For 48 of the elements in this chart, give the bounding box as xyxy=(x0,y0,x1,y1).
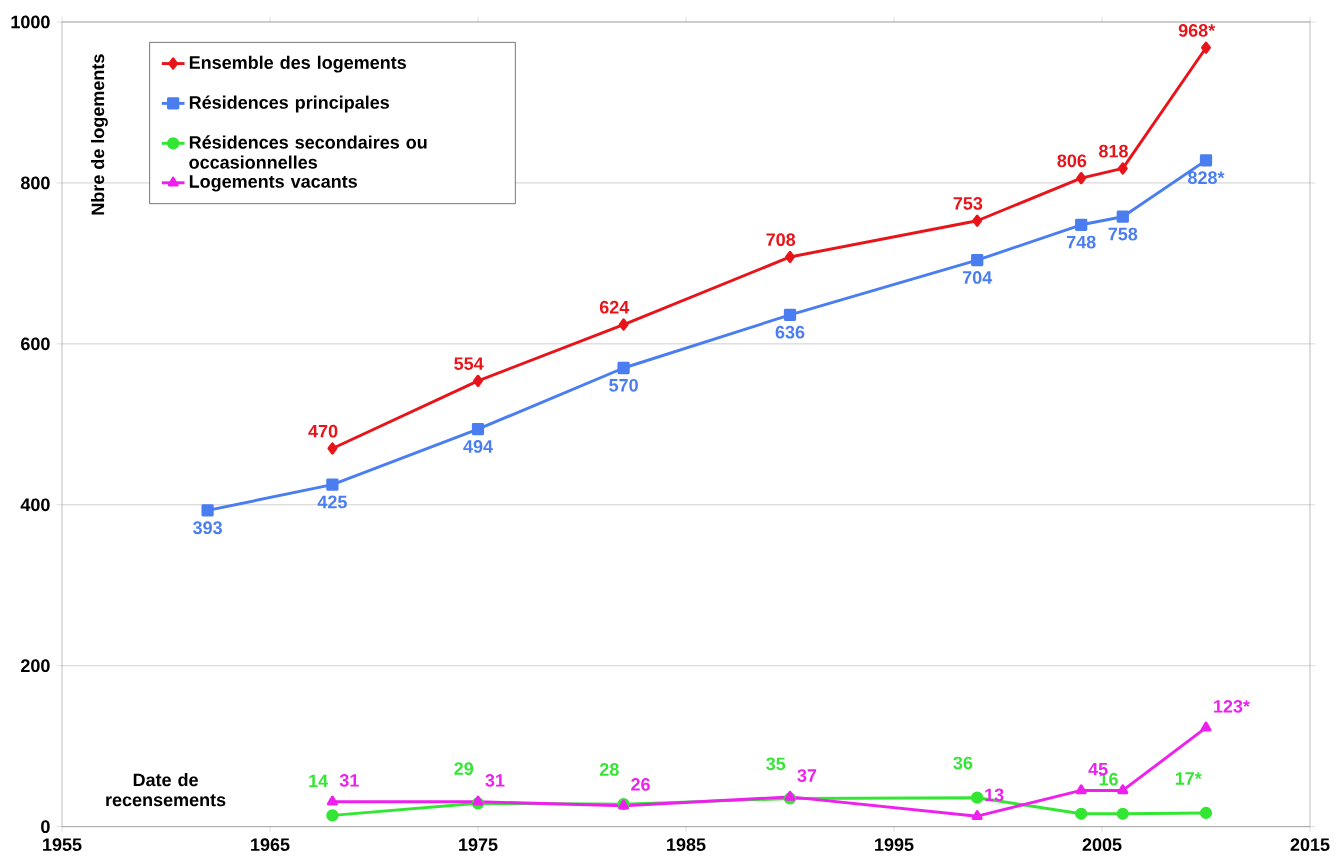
data-label: 806 xyxy=(1057,154,1087,168)
data-label: 704 xyxy=(962,271,993,284)
x-tick-label: 2005 xyxy=(1082,838,1122,851)
data-label: 31 xyxy=(339,774,359,787)
data-label: 13 xyxy=(985,788,1004,802)
y-axis-title: Nbre de logements xyxy=(91,54,108,215)
data-label: 425 xyxy=(317,495,347,509)
y-tick-label: 400 xyxy=(20,498,50,512)
data-label: 636 xyxy=(775,325,805,339)
legend-label: Ensemble des logements xyxy=(189,55,406,73)
y-tick-label: 0 xyxy=(41,820,50,834)
data-label: 818 xyxy=(1099,144,1128,158)
data-label: 748 xyxy=(1066,235,1096,249)
x-tick-label: 1965 xyxy=(251,838,290,851)
data-label: 31 xyxy=(485,774,505,787)
data-label: 554 xyxy=(454,357,484,370)
data-label: 758 xyxy=(1108,227,1138,241)
y-tick-label: 200 xyxy=(21,659,50,673)
y-tick-label: 600 xyxy=(21,337,50,351)
data-label: 36 xyxy=(953,756,973,770)
data-label: 17* xyxy=(1175,772,1202,785)
data-label: 570 xyxy=(609,378,638,392)
x-tick-label: 1995 xyxy=(875,838,914,851)
legend-label: Résidences secondaires ou occasionnelles xyxy=(189,135,427,169)
y-tick-label: 1000 xyxy=(11,15,50,29)
data-label: 708 xyxy=(766,233,796,247)
y-tick-label: 800 xyxy=(20,176,50,190)
data-label: 26 xyxy=(631,778,650,791)
data-label: 828* xyxy=(1188,171,1225,185)
data-label: 37 xyxy=(797,769,817,782)
data-label: 968* xyxy=(1178,24,1216,37)
data-label: 35 xyxy=(766,757,786,771)
data-label: 123* xyxy=(1214,699,1250,713)
x-tick-label: 1985 xyxy=(667,838,706,851)
data-label: 393 xyxy=(193,521,222,535)
legend-label: Logements vacants xyxy=(189,175,357,192)
data-label: 753 xyxy=(953,197,983,210)
legend-label: Résidences principales xyxy=(189,95,390,113)
x-axis-title: Date de recensements xyxy=(106,773,226,807)
data-label: 29 xyxy=(454,762,474,776)
data-label: 494 xyxy=(463,440,493,453)
data-label: 28 xyxy=(599,763,619,776)
data-label: 14 xyxy=(309,774,329,788)
x-tick-label: 1955 xyxy=(43,838,82,851)
x-tick-label: 2015 xyxy=(1290,838,1330,851)
data-label: 470 xyxy=(308,424,338,438)
data-label: 624 xyxy=(599,300,630,314)
x-tick-label: 1975 xyxy=(459,838,498,851)
